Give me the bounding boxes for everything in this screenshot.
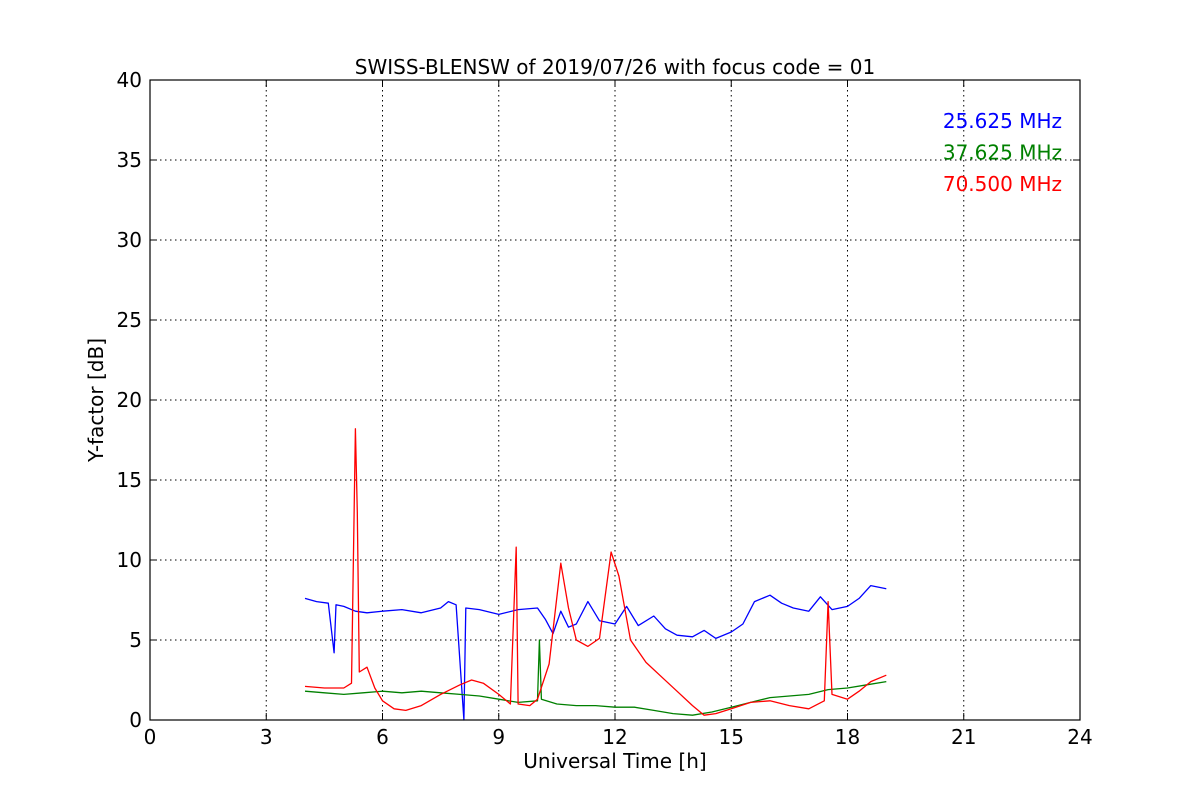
x-tick-label: 0: [144, 725, 157, 749]
y-tick-label: 5: [129, 628, 142, 652]
x-tick-label: 21: [951, 725, 976, 749]
legend-entry: 25.625 MHz: [943, 109, 1062, 133]
chart-title: SWISS-BLENSW of 2019/07/26 with focus co…: [355, 55, 876, 79]
y-tick-label: 15: [117, 468, 142, 492]
x-tick-label: 12: [602, 725, 627, 749]
y-tick-label: 20: [117, 388, 142, 412]
legend-entry: 70.500 MHz: [943, 172, 1062, 196]
x-tick-label: 18: [835, 725, 860, 749]
y-tick-label: 25: [117, 308, 142, 332]
y-tick-label: 40: [117, 68, 142, 92]
legend: 25.625 MHz 37.625 MHz 70.500 MHz: [943, 109, 1062, 196]
y-tick-label: 35: [117, 148, 142, 172]
y-tick-label: 30: [117, 228, 142, 252]
y-tick-label: 0: [129, 708, 142, 732]
y-axis-label: Y-factor [dB]: [84, 338, 108, 463]
x-axis-label: Universal Time [h]: [523, 749, 706, 773]
x-tick-label: 24: [1067, 725, 1092, 749]
x-tick-label: 15: [719, 725, 744, 749]
x-tick-label: 9: [492, 725, 505, 749]
legend-entry: 37.625 MHz: [943, 141, 1062, 165]
y-tick-label: 10: [117, 548, 142, 572]
x-tick-label: 6: [376, 725, 389, 749]
x-tick-label: 3: [260, 725, 273, 749]
